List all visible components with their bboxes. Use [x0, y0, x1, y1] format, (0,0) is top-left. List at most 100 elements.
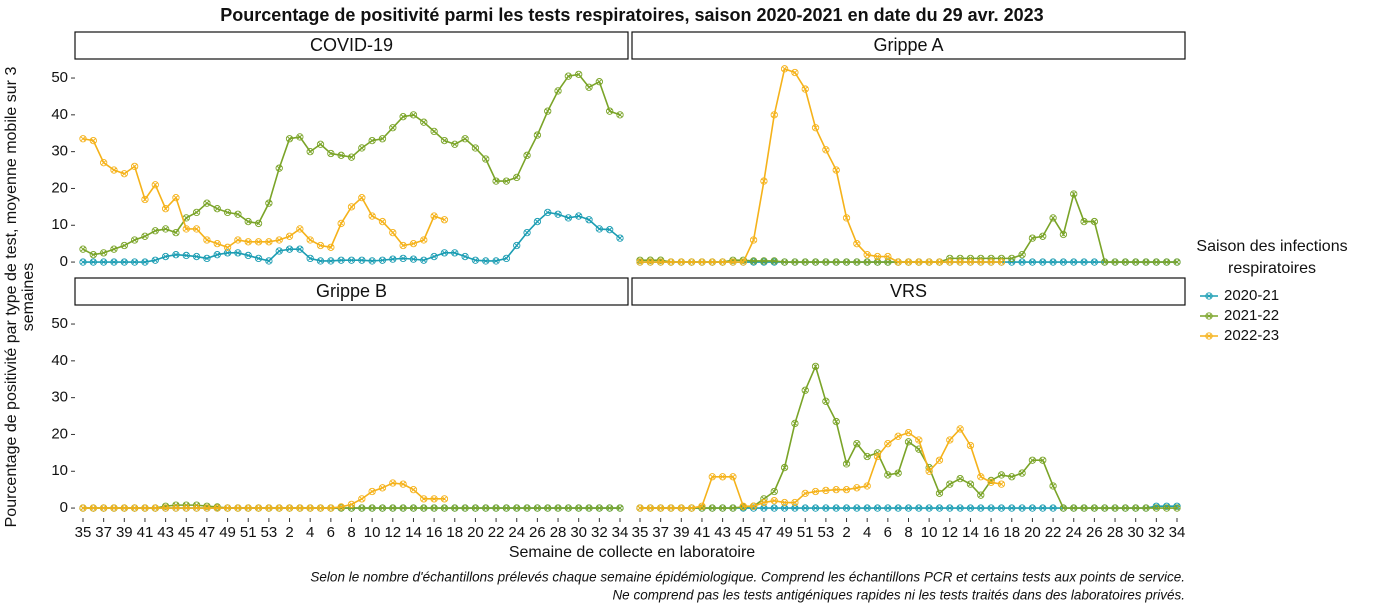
point	[1049, 214, 1057, 222]
point	[966, 441, 975, 450]
point	[915, 436, 923, 444]
point	[811, 487, 820, 496]
point	[616, 234, 624, 242]
legend-symbol	[1205, 332, 1213, 340]
strip	[74, 277, 629, 306]
point	[358, 256, 366, 264]
point	[646, 258, 654, 266]
point	[904, 258, 913, 266]
y-tick-label: 10	[51, 462, 68, 479]
point	[151, 227, 159, 235]
point	[389, 124, 397, 132]
y-tick-label: 40	[51, 106, 68, 123]
point	[296, 133, 304, 141]
point	[667, 258, 675, 266]
point	[616, 504, 624, 512]
point	[482, 257, 490, 265]
x-tick-label: 34	[612, 524, 629, 541]
panel-title: Grippe B	[316, 281, 387, 301]
point	[492, 177, 500, 185]
point	[110, 504, 118, 512]
x-axis-label: Semaine de collecte en laboratoire	[509, 544, 755, 561]
point	[306, 236, 314, 244]
point	[254, 504, 263, 512]
x-tick-label: 16	[426, 524, 443, 541]
point	[244, 218, 252, 226]
point	[925, 504, 933, 512]
point	[1039, 456, 1047, 464]
y-tick-label: 20	[51, 425, 68, 442]
point	[760, 257, 768, 265]
point	[409, 504, 418, 512]
point	[997, 480, 1006, 488]
point	[399, 241, 407, 250]
point	[575, 504, 583, 512]
point	[430, 504, 438, 512]
point	[389, 255, 397, 263]
point	[977, 491, 985, 499]
point	[316, 257, 325, 265]
x-tick-label: 34	[1169, 524, 1186, 541]
x-tick-label: 43	[157, 524, 174, 541]
point	[399, 504, 407, 512]
point	[770, 504, 778, 512]
point	[172, 504, 180, 512]
point	[337, 219, 345, 227]
point	[378, 135, 387, 143]
x-tick-label: 32	[591, 524, 608, 541]
point	[1142, 504, 1150, 512]
point	[192, 252, 201, 261]
point	[347, 153, 356, 161]
point	[595, 78, 603, 86]
point	[110, 245, 118, 253]
point	[606, 107, 614, 115]
point	[378, 504, 387, 512]
point	[687, 504, 696, 512]
point	[894, 504, 902, 512]
point	[523, 229, 531, 237]
point	[935, 489, 944, 497]
legend-title: Saison des infections respiratoires	[1196, 238, 1348, 277]
x-tick-label: 53	[261, 524, 278, 541]
x-tick-label: 22	[1045, 524, 1062, 541]
point	[182, 504, 190, 512]
point	[564, 72, 573, 80]
point	[894, 258, 902, 266]
point	[471, 504, 480, 512]
point	[100, 258, 108, 266]
point	[409, 111, 418, 119]
point	[1090, 218, 1099, 226]
point	[853, 504, 861, 512]
point	[523, 151, 531, 159]
legend-label: 2021-22	[1224, 307, 1279, 324]
point	[223, 243, 232, 251]
point	[1080, 258, 1088, 266]
point	[1008, 504, 1016, 512]
point	[265, 504, 273, 512]
point	[327, 243, 335, 251]
point	[884, 440, 892, 448]
point	[1039, 232, 1047, 240]
x-tick-label: 47	[199, 524, 216, 541]
point	[420, 256, 428, 264]
x-tick-label: 24	[1065, 524, 1082, 541]
point	[368, 487, 376, 496]
point	[120, 258, 128, 266]
point	[966, 258, 975, 266]
point	[646, 504, 654, 512]
point	[946, 504, 954, 512]
plot-area	[632, 306, 1185, 518]
point	[791, 419, 799, 427]
point	[430, 252, 438, 261]
point	[1152, 504, 1161, 512]
point	[461, 504, 469, 512]
legend-symbol	[1205, 292, 1213, 300]
point	[368, 212, 376, 220]
point	[306, 254, 314, 262]
point	[1039, 504, 1047, 512]
point	[1028, 258, 1037, 266]
footnote: Ne comprend pas les tests antigéniques r…	[612, 588, 1185, 603]
point	[832, 258, 840, 266]
point	[770, 111, 778, 119]
point	[1070, 190, 1078, 198]
